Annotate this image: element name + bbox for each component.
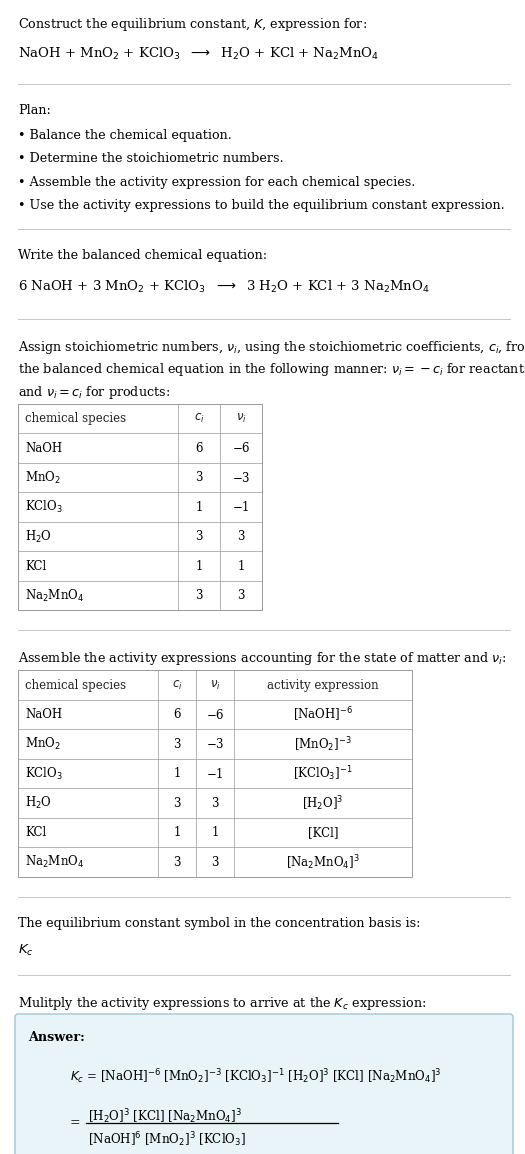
Text: [H$_2$O]$^3$ [KCl] [Na$_2$MnO$_4$]$^3$: [H$_2$O]$^3$ [KCl] [Na$_2$MnO$_4$]$^3$: [88, 1107, 242, 1125]
Text: chemical species: chemical species: [25, 679, 126, 691]
Text: 3: 3: [237, 530, 245, 544]
Text: 3: 3: [211, 796, 219, 810]
Text: 1: 1: [211, 826, 219, 839]
FancyBboxPatch shape: [15, 1014, 513, 1154]
Text: MnO$_2$: MnO$_2$: [25, 736, 61, 752]
Text: The equilibrium constant symbol in the concentration basis is:: The equilibrium constant symbol in the c…: [18, 917, 421, 930]
Text: Assign stoichiometric numbers, $\nu_i$, using the stoichiometric coefficients, $: Assign stoichiometric numbers, $\nu_i$, …: [18, 339, 525, 355]
Text: 3: 3: [237, 590, 245, 602]
Text: 6: 6: [173, 709, 181, 721]
Text: 3: 3: [195, 530, 203, 544]
Text: $-$3: $-$3: [206, 737, 224, 751]
Text: 1: 1: [237, 560, 245, 572]
Text: =: =: [70, 1117, 81, 1130]
Text: $c_i$: $c_i$: [194, 412, 204, 426]
Text: $K_c$ = [NaOH]$^{-6}$ [MnO$_2$]$^{-3}$ [KClO$_3$]$^{-1}$ [H$_2$O]$^3$ [KCl] [Na$: $K_c$ = [NaOH]$^{-6}$ [MnO$_2$]$^{-3}$ […: [70, 1067, 442, 1086]
Text: Write the balanced chemical equation:: Write the balanced chemical equation:: [18, 249, 267, 262]
Text: 3: 3: [211, 856, 219, 869]
Text: $K_c$: $K_c$: [18, 943, 34, 958]
Text: 1: 1: [173, 767, 181, 780]
Text: 3: 3: [173, 737, 181, 751]
Text: 6: 6: [195, 442, 203, 455]
Text: • Assemble the activity expression for each chemical species.: • Assemble the activity expression for e…: [18, 177, 415, 189]
Text: NaOH: NaOH: [25, 709, 62, 721]
Text: and $\nu_i = c_i$ for products:: and $\nu_i = c_i$ for products:: [18, 384, 170, 400]
Text: 1: 1: [173, 826, 181, 839]
Text: [KClO$_3$]$^{-1}$: [KClO$_3$]$^{-1}$: [293, 764, 353, 784]
Text: H$_2$O: H$_2$O: [25, 529, 52, 545]
Text: NaOH: NaOH: [25, 442, 62, 455]
Text: KClO$_3$: KClO$_3$: [25, 500, 63, 516]
Bar: [18, 404, 262, 610]
Text: • Use the activity expressions to build the equilibrium constant expression.: • Use the activity expressions to build …: [18, 200, 505, 212]
Text: Na$_2$MnO$_4$: Na$_2$MnO$_4$: [25, 854, 84, 870]
Text: 3: 3: [195, 590, 203, 602]
Text: H$_2$O: H$_2$O: [25, 795, 52, 811]
Text: Assemble the activity expressions accounting for the state of matter and $\nu_i$: Assemble the activity expressions accoun…: [18, 651, 507, 667]
Text: Na$_2$MnO$_4$: Na$_2$MnO$_4$: [25, 587, 84, 604]
Text: $-$6: $-$6: [232, 441, 250, 455]
Text: $c_i$: $c_i$: [172, 679, 182, 691]
Text: [KCl]: [KCl]: [308, 826, 338, 839]
Text: 3: 3: [173, 856, 181, 869]
Text: 3: 3: [195, 471, 203, 485]
Text: KCl: KCl: [25, 826, 46, 839]
Text: 3: 3: [173, 796, 181, 810]
Text: Construct the equilibrium constant, $K$, expression for:: Construct the equilibrium constant, $K$,…: [18, 16, 367, 33]
Text: Mulitply the activity expressions to arrive at the $K_c$ expression:: Mulitply the activity expressions to arr…: [18, 995, 426, 1012]
Text: • Balance the chemical equation.: • Balance the chemical equation.: [18, 129, 232, 142]
Text: Answer:: Answer:: [28, 1031, 85, 1044]
Text: [NaOH]$^{-6}$: [NaOH]$^{-6}$: [293, 705, 353, 724]
Text: 6 NaOH + 3 MnO$_2$ + KClO$_3$  $\longrightarrow$  3 H$_2$O + KCl + 3 Na$_2$MnO$_: 6 NaOH + 3 MnO$_2$ + KClO$_3$ $\longrigh…: [18, 279, 430, 295]
Text: [NaOH]$^6$ [MnO$_2$]$^3$ [KClO$_3$]: [NaOH]$^6$ [MnO$_2$]$^3$ [KClO$_3$]: [88, 1130, 246, 1148]
Text: [H$_2$O]$^3$: [H$_2$O]$^3$: [302, 794, 344, 812]
Text: • Determine the stoichiometric numbers.: • Determine the stoichiometric numbers.: [18, 152, 284, 165]
Bar: [18, 670, 412, 877]
Text: NaOH + MnO$_2$ + KClO$_3$  $\longrightarrow$  H$_2$O + KCl + Na$_2$MnO$_4$: NaOH + MnO$_2$ + KClO$_3$ $\longrightarr…: [18, 46, 379, 62]
Text: $-$3: $-$3: [232, 471, 250, 485]
Text: MnO$_2$: MnO$_2$: [25, 470, 61, 486]
Text: $\nu_i$: $\nu_i$: [209, 679, 220, 691]
Text: 1: 1: [195, 560, 203, 572]
Text: KClO$_3$: KClO$_3$: [25, 766, 63, 781]
Text: [Na$_2$MnO$_4$]$^3$: [Na$_2$MnO$_4$]$^3$: [286, 853, 360, 871]
Text: $\nu_i$: $\nu_i$: [236, 412, 246, 426]
Text: [MnO$_2$]$^{-3}$: [MnO$_2$]$^{-3}$: [294, 735, 352, 754]
Text: 1: 1: [195, 501, 203, 514]
Text: chemical species: chemical species: [25, 412, 126, 426]
Text: $-$1: $-$1: [232, 500, 250, 515]
Text: Plan:: Plan:: [18, 104, 51, 117]
Text: KCl: KCl: [25, 560, 46, 572]
Text: activity expression: activity expression: [267, 679, 379, 691]
Text: $-$6: $-$6: [206, 707, 224, 721]
Text: the balanced chemical equation in the following manner: $\nu_i = -c_i$ for react: the balanced chemical equation in the fo…: [18, 361, 525, 379]
Text: $-$1: $-$1: [206, 766, 224, 781]
